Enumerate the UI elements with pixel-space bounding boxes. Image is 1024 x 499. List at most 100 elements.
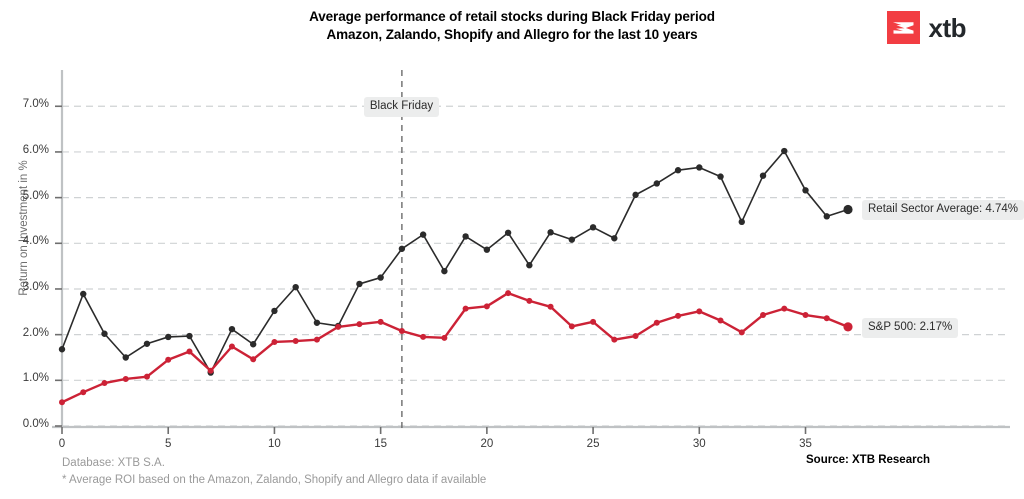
xtb-logo: xtb [886, 11, 967, 44]
data-point [356, 280, 363, 288]
y-tick-label: 3.0% [22, 280, 49, 293]
data-point [568, 323, 575, 330]
data-point [462, 233, 469, 240]
methodology-note: * Average ROI based on the Amazon, Zalan… [62, 474, 487, 486]
data-point [122, 375, 129, 382]
data-point [80, 389, 87, 396]
x-tick-label: 0 [58, 438, 66, 450]
data-point [738, 218, 745, 226]
data-point [292, 283, 299, 291]
x-tick-label: 35 [799, 438, 812, 450]
data-point [313, 336, 320, 343]
data-point [759, 172, 767, 179]
data-point [419, 231, 427, 238]
x-tick-label: 10 [268, 438, 281, 450]
data-point [653, 319, 660, 326]
data-point [58, 346, 66, 353]
data-point [611, 336, 618, 343]
xtb-x-mark-icon [886, 11, 920, 44]
data-point [441, 267, 448, 275]
data-point [674, 167, 682, 174]
data-point [398, 327, 405, 334]
data-point [313, 319, 321, 326]
data-point [483, 246, 491, 253]
y-tick-label: 1.0% [22, 372, 49, 385]
data-point [505, 290, 512, 297]
data-point [781, 147, 788, 155]
data-point [717, 173, 724, 180]
xtb-logo-text: xtb [928, 12, 967, 43]
data-point [80, 290, 87, 298]
data-point [186, 348, 193, 355]
data-point [462, 305, 469, 312]
data-point [271, 338, 278, 345]
y-tick-label: 4.0% [22, 235, 49, 248]
series-markers [58, 147, 853, 406]
series-line-sp500 [60, 291, 850, 404]
source-note: Source: XTB Research [806, 454, 930, 466]
y-tick-label: 2.0% [22, 326, 49, 339]
y-tick-label: 6.0% [22, 143, 49, 156]
data-point [207, 367, 214, 374]
data-point [143, 340, 151, 347]
data-point [143, 373, 150, 380]
data-point [122, 354, 129, 361]
data-point [589, 224, 597, 231]
data-point [632, 191, 639, 199]
series-paths [60, 150, 850, 404]
data-point [696, 164, 703, 171]
data-point [441, 334, 448, 341]
axis-lines [52, 70, 1010, 434]
data-point [547, 303, 554, 310]
x-tick-label: 30 [692, 438, 706, 450]
database-note: Database: XTB S.A. [62, 457, 165, 469]
data-point [292, 338, 299, 345]
data-point [335, 323, 342, 330]
data-point [568, 236, 576, 243]
data-point [823, 213, 830, 220]
data-point [356, 321, 363, 328]
data-point [781, 305, 788, 312]
data-point [802, 312, 809, 319]
data-point [675, 312, 682, 319]
data-point [760, 312, 767, 319]
data-point [228, 325, 236, 333]
data-point [271, 307, 278, 315]
x-tick-label: 20 [480, 438, 494, 450]
data-point [802, 187, 809, 194]
data-point [377, 274, 384, 281]
data-point [377, 318, 384, 325]
data-point [843, 322, 853, 332]
y-tick-label: 7.0% [22, 98, 49, 111]
retail-sector-end-label: Retail Sector Average: 4.74% [862, 200, 1024, 221]
data-point [611, 235, 618, 242]
data-point [547, 229, 554, 236]
data-point [823, 315, 830, 322]
data-point [590, 318, 597, 325]
data-point [717, 317, 724, 324]
data-point [101, 330, 108, 337]
data-point [165, 333, 172, 341]
data-point [653, 180, 661, 187]
data-point [398, 245, 406, 252]
data-point [420, 333, 427, 340]
data-point [101, 380, 108, 387]
data-point [504, 229, 512, 236]
data-point [228, 343, 235, 350]
black-friday-label: Black Friday [363, 97, 440, 118]
y-tick-label: 0.0% [22, 418, 49, 430]
data-point [165, 356, 172, 363]
data-point [843, 204, 853, 215]
data-point [526, 262, 533, 269]
data-point [249, 341, 257, 348]
x-tick-label: 25 [586, 438, 600, 450]
data-point [483, 303, 490, 310]
data-point [738, 329, 745, 336]
x-tick-label: 15 [374, 438, 388, 450]
data-point [526, 297, 533, 304]
gridlines [62, 105, 1010, 427]
y-tick-label: 5.0% [22, 189, 49, 202]
